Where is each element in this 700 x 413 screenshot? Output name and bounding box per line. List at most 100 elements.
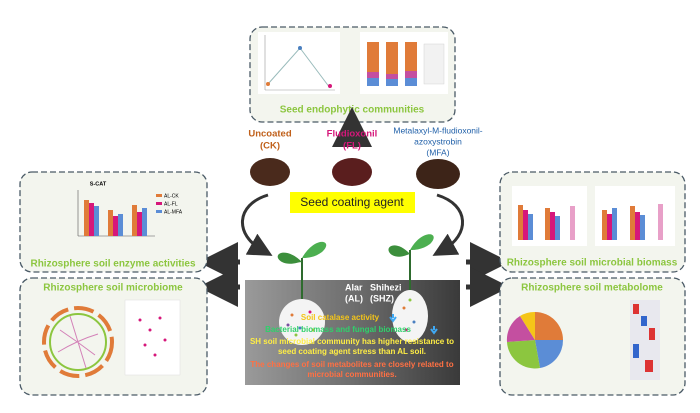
site-name: Shihezi (370, 282, 402, 292)
mini-bars-right (512, 186, 675, 246)
soil-dots (298, 326, 302, 330)
seeds (332, 158, 372, 186)
network-dots (153, 353, 157, 357)
mini-bars-right (640, 215, 645, 240)
pie (507, 340, 540, 369)
heatmap (630, 300, 660, 380)
mini-bars (94, 206, 99, 236)
chart-title: S-CAT (90, 181, 107, 187)
mini-bars (84, 200, 89, 236)
stacked-bars (405, 42, 417, 71)
panel-label: Rhizosphere soil microbial biomass (507, 258, 678, 269)
dot (266, 82, 270, 86)
seeds (416, 159, 460, 189)
legend-label: AL-MFA (164, 209, 183, 215)
graphical-abstract: Metalaxyl-M-fludioxonil- azoxystrobin (M… (393, 125, 482, 157)
soil-dots (308, 310, 312, 314)
mini-bars (118, 214, 123, 236)
mini-bars-right (630, 206, 635, 240)
stacked-bars (405, 71, 417, 78)
finding: Bacterial biomass and fungal biomass (265, 325, 411, 334)
legend-label: AL-FL (164, 201, 178, 207)
panel-label: Seed endophytic communities (280, 105, 425, 116)
treatment-name: Fludioxonil (327, 129, 378, 140)
mini-bars-right (607, 214, 612, 240)
finding: seed coating agent stress than AL soil. (278, 347, 426, 356)
soil-dots (402, 298, 416, 332)
heatmap (633, 344, 639, 358)
pie (506, 316, 535, 342)
mini-bars-right (550, 212, 555, 240)
pie (520, 311, 535, 340)
label-box (290, 192, 415, 213)
network-dots (143, 343, 147, 347)
soil-dots (408, 298, 412, 302)
treatment-code: (CK) (260, 141, 280, 152)
heatmap (633, 304, 639, 314)
leaf (388, 245, 410, 257)
soil (392, 290, 428, 342)
chords (57, 315, 99, 369)
site-name: Alar (345, 282, 363, 292)
mini-bars-right (635, 212, 640, 240)
graphical-abstract: Uncoated (CK) Fludioxonil (FL) (248, 129, 377, 152)
stacked-bars (405, 78, 417, 86)
mini-bars (89, 203, 94, 236)
legend-swatch (156, 194, 162, 197)
network-thumb (124, 299, 181, 376)
soil-dots (286, 323, 290, 327)
mini-bars-right (658, 204, 663, 240)
panel-label: Rhizosphere soil metabolome (521, 283, 663, 294)
treatment-code: (MFA) (426, 147, 449, 157)
seeds (250, 158, 290, 186)
down-arrow (389, 314, 397, 323)
legend-label: AL-CK (164, 193, 179, 199)
treatment-name: Metalaxyl-M-fludioxonil- (393, 125, 482, 135)
panel-label: Rhizosphere soil microbiome (43, 283, 183, 294)
finding: The changes of soil metabolites are clos… (250, 360, 453, 369)
stacked-bars (367, 78, 379, 86)
network-dots (163, 338, 167, 342)
leaf (277, 252, 302, 264)
heatmap (645, 360, 653, 372)
mini-bars-right (545, 208, 550, 240)
finding: SH soil microbial community has higher r… (250, 337, 454, 346)
mini-bars-right (555, 216, 560, 240)
arrow (241, 193, 273, 256)
mini-bars-right (612, 208, 617, 240)
soil-dots (412, 320, 416, 324)
mini-bars-right (518, 205, 523, 240)
result-panel (245, 280, 460, 385)
heatmap (641, 316, 647, 326)
soil-dots (286, 310, 315, 337)
leaf (302, 241, 327, 258)
stacked-bars (386, 74, 398, 79)
treatment-name: Uncoated (248, 129, 291, 140)
legend-swatch (156, 202, 162, 205)
legend-swatch (156, 210, 162, 213)
network-dots (138, 316, 167, 357)
mini-bars (84, 200, 147, 236)
treatment-name: azoxystrobin (414, 136, 462, 146)
chord-ring (42, 306, 114, 378)
mini-bars-right (523, 210, 528, 240)
finding: microbial communities. (307, 370, 396, 379)
finding: Soil catalase activity (301, 313, 380, 322)
mini-bars-right (602, 210, 607, 240)
graphical-abstract: AL-CK AL-FL AL-MFA (156, 193, 183, 215)
pie (506, 311, 564, 369)
arrow (432, 193, 464, 256)
leaf (410, 234, 434, 250)
stacked-bars (423, 43, 445, 85)
soil-dots (404, 328, 408, 332)
chord-ring (49, 313, 107, 371)
soil-dots (311, 328, 315, 332)
mini-bars (108, 210, 113, 236)
stacked-bars (367, 42, 379, 72)
down-arrow (430, 326, 438, 335)
heatmap (649, 328, 655, 340)
soil-dots (402, 306, 406, 310)
dot (298, 46, 302, 50)
panel-label: Rhizosphere soil enzyme activities (30, 259, 195, 270)
network-dots (158, 316, 162, 320)
